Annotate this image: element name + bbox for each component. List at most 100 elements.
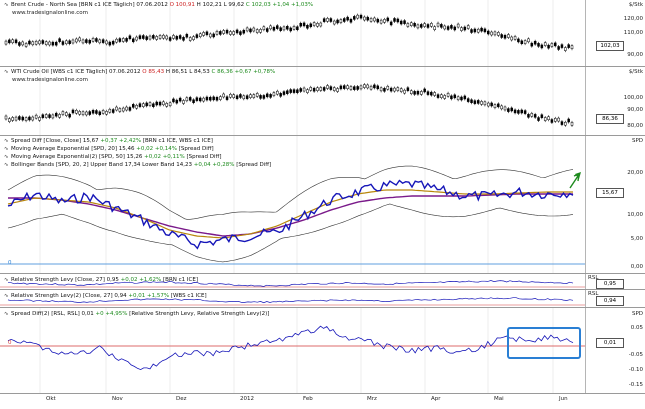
candle-body <box>343 18 346 22</box>
candle-body <box>41 114 45 118</box>
rsl-plot-2[interactable] <box>0 290 585 307</box>
rsl-axis-1[interactable]: RSL 0,95 <box>585 274 645 289</box>
spread-plot[interactable] <box>0 136 585 273</box>
candle-body <box>165 103 169 107</box>
candle-body <box>500 34 503 38</box>
candle-body <box>500 105 503 110</box>
candle-body <box>386 17 390 22</box>
candle-body <box>85 39 88 43</box>
candle-body <box>446 26 450 30</box>
candle-body <box>312 87 316 92</box>
candle-body <box>286 25 289 30</box>
candle-body <box>219 31 222 35</box>
candle-body <box>550 43 554 47</box>
candle-body <box>111 40 115 45</box>
candle-body <box>262 26 266 31</box>
candle-body <box>135 104 138 109</box>
rsl-pane-1[interactable]: ∿ Relative Strength Levy [Close, 27] 0,95… <box>0 274 645 290</box>
candle-body <box>188 37 192 41</box>
candle-body <box>413 22 416 27</box>
candle-body <box>470 29 473 33</box>
spread-diff2-axis[interactable]: SPD 0.05 -0.05 -0.10 -0.15 0,01 <box>585 308 645 393</box>
candle-body <box>537 117 540 121</box>
candle-body <box>58 38 61 42</box>
candle-body <box>142 35 145 39</box>
brent-plot[interactable] <box>0 0 585 66</box>
brent-pane[interactable]: ∿ Brent Crude - North Sea [BRN c1 ICE Täg… <box>0 0 645 67</box>
candle-body <box>316 23 319 27</box>
spread-axis[interactable]: SPD 20,00 10,00 5,00 0,00 15,67 <box>585 136 645 273</box>
candle-body <box>162 34 165 39</box>
candle-body <box>202 97 205 102</box>
candle-body <box>523 110 527 114</box>
candle-body <box>182 100 185 104</box>
candle-body <box>309 87 313 91</box>
candle-body <box>91 37 95 42</box>
candle-body <box>369 18 373 22</box>
candle-body <box>8 39 11 44</box>
candle-body <box>289 27 292 32</box>
candle-body <box>373 84 376 89</box>
candle-body <box>242 29 246 34</box>
candle-body <box>326 85 329 89</box>
candle-body <box>222 30 225 34</box>
candle-body <box>483 101 487 106</box>
candle-body <box>239 94 242 98</box>
candle-body <box>403 89 406 94</box>
line-chart-icon: ∿ <box>4 293 9 299</box>
candle-body <box>356 14 359 19</box>
rsl-pane-2[interactable]: ∿ Relative Strength Levy(2) [Close, 27] 0… <box>0 290 645 308</box>
candle-body <box>322 87 326 91</box>
spread-diff2-plot[interactable] <box>0 308 585 393</box>
candle-body <box>567 118 570 123</box>
candle-body <box>530 42 534 47</box>
candle-body <box>560 44 564 48</box>
spread-legend-3: ∿ Bollinger Bands [SPD, 20, 2] Upper Band… <box>4 162 272 168</box>
candle-body <box>259 95 262 99</box>
spread-legend-0: ∿ Spread Diff [Close, Close] 15,67 +0,37 … <box>4 138 213 144</box>
candle-body <box>71 109 75 114</box>
candle-body <box>550 119 554 123</box>
candle-body <box>158 35 162 39</box>
candle-body <box>399 20 403 25</box>
time-axis[interactable]: Okt Nov Dez 2012 Feb Mrz Apr Mai Jun <box>0 393 645 409</box>
candle-body <box>564 47 567 51</box>
candle-body <box>21 41 24 46</box>
candle-body <box>389 21 393 26</box>
candle-body <box>198 33 202 38</box>
candle-body <box>61 41 65 45</box>
wti-plot[interactable] <box>0 67 585 135</box>
candle-body <box>336 19 339 24</box>
candle-body <box>369 85 373 90</box>
wti-pane[interactable]: ∿ WTI Crude Oil [WBS c1 ICE Täglich] 07.0… <box>0 67 645 136</box>
brent-price-axis[interactable]: $/Stk 120,00 110,00 90,00 102,03 <box>585 0 645 66</box>
candle-body <box>503 35 507 39</box>
candle-body <box>513 36 517 40</box>
candle-body <box>547 116 550 120</box>
candle-body <box>192 99 195 103</box>
spread-pane[interactable]: ∿ Spread Diff [Close, Close] 15,67 +0,37 … <box>0 136 645 274</box>
candle-body <box>205 96 209 101</box>
candle-body <box>276 25 279 29</box>
candle-body <box>235 95 239 99</box>
candle-body <box>470 99 473 103</box>
candle-body <box>152 103 155 107</box>
rsl-axis-2[interactable]: RSL 0,94 <box>585 290 645 307</box>
axis-tick: 120,00 <box>623 16 643 22</box>
spread-diff2-line <box>7 325 574 371</box>
axis-tick: 5,00 <box>630 236 643 242</box>
current-value-badge: 0,95 <box>596 279 624 289</box>
candle-body <box>215 30 219 35</box>
candle-body <box>108 108 112 113</box>
rsl-legend-2: ∿ Relative Strength Levy(2) [Close, 27] 0… <box>4 293 207 299</box>
candle-body <box>18 116 21 120</box>
candle-body <box>51 114 55 119</box>
spread-diff2-pane[interactable]: ∿ Spread Diff(2) [RSL, RSL] 0,01 +0 +4,95… <box>0 308 645 394</box>
wti-price-axis[interactable]: $/Stk 100,00 90,00 80,00 86,36 <box>585 67 645 135</box>
rsl-plot-1[interactable] <box>0 274 585 289</box>
candle-body <box>38 117 41 121</box>
candle-body <box>443 95 446 99</box>
candle-body <box>547 44 550 49</box>
candle-body <box>239 31 242 35</box>
rsl-legend-1: ∿ Relative Strength Levy [Close, 27] 0,95… <box>4 277 198 283</box>
